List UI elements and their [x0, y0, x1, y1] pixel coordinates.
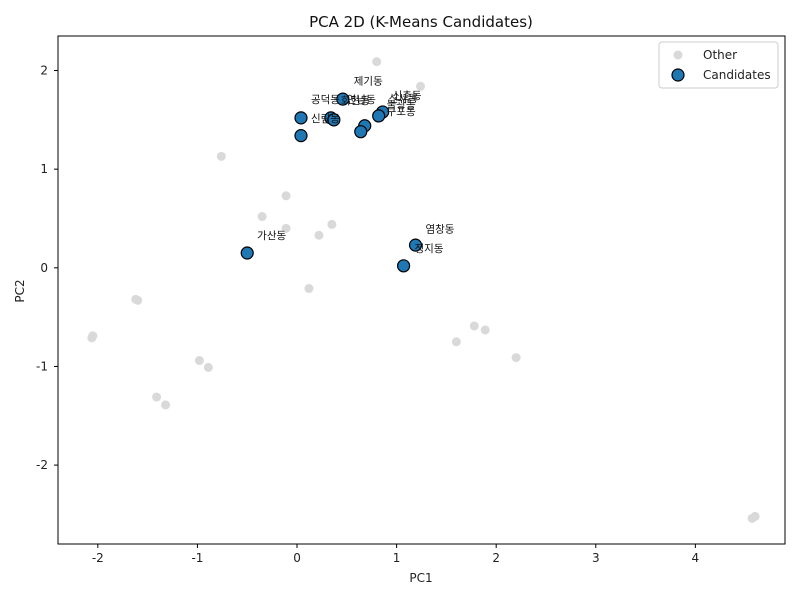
candidate-label: 구포동 — [387, 106, 416, 118]
plot-frame — [57, 35, 786, 545]
x-tick-label: 0 — [293, 551, 301, 565]
other-point — [747, 513, 757, 523]
candidate-point — [294, 111, 308, 125]
y-axis-title: PC2 — [13, 279, 27, 302]
candidate-point — [336, 92, 350, 106]
x-axis-title: PC1 — [409, 571, 432, 585]
candidate-point — [354, 125, 368, 139]
candidate-label: 회현동 — [341, 95, 370, 107]
y-tick-label: -1 — [36, 359, 48, 373]
candidate-point — [396, 259, 411, 273]
candidate-point — [408, 238, 423, 252]
x-tick-label: 1 — [393, 551, 401, 565]
other-point — [480, 325, 490, 335]
other-point — [216, 151, 226, 161]
other-point — [133, 295, 143, 305]
other-point — [416, 81, 426, 91]
y-tick-label: 0 — [40, 261, 48, 275]
candidate-point — [372, 109, 386, 123]
candidate-label: 불광동 — [387, 99, 416, 111]
x-tick-label: -2 — [92, 551, 104, 565]
candidate-point — [327, 113, 341, 127]
other-point — [281, 191, 291, 201]
other-point — [314, 230, 324, 240]
other-point — [372, 57, 382, 67]
x-tick-label: -1 — [191, 551, 203, 565]
candidate-points-group — [240, 92, 423, 273]
legend-candidates-label: Candidates — [703, 68, 771, 82]
candidate-label: 공덕동 — [311, 94, 340, 106]
other-point — [451, 337, 461, 347]
candidate-point — [294, 129, 308, 143]
other-point — [511, 353, 521, 363]
candidate-label: 신촌동 — [393, 90, 422, 102]
legend: Other Candidates — [658, 41, 779, 89]
axis-ticks: -2 -1 0 1 2 3 4 -2 -1 0 1 2 — [36, 64, 699, 565]
candidate-label: 정지동 — [415, 243, 444, 255]
x-tick-label: 2 — [492, 551, 500, 565]
other-point — [469, 321, 479, 331]
chart-title: PCA 2D (K-Means Candidates) — [309, 13, 533, 31]
other-point — [203, 362, 213, 372]
other-points-group — [87, 57, 760, 523]
legend-other-marker — [673, 50, 683, 60]
legend-candidates-marker — [671, 68, 685, 82]
other-point — [281, 223, 291, 233]
candidate-point — [240, 246, 254, 260]
x-tick-label: 3 — [592, 551, 600, 565]
other-point — [304, 284, 314, 294]
y-tick-label: -2 — [36, 458, 48, 472]
x-tick-label: 4 — [692, 551, 700, 565]
candidate-label: 가산동 — [257, 230, 286, 242]
other-point — [152, 392, 162, 402]
candidate-label: 신림동 — [311, 113, 340, 125]
other-point — [257, 212, 267, 222]
other-point — [87, 333, 97, 343]
legend-other-label: Other — [703, 48, 737, 62]
candidate-label: 제기동 — [354, 75, 383, 87]
other-point — [194, 356, 204, 366]
candidate-label: 염창동 — [425, 223, 454, 235]
candidate-label: 연남동 — [347, 94, 376, 106]
legend-box — [658, 41, 779, 89]
other-point — [161, 400, 171, 410]
y-tick-label: 1 — [40, 162, 48, 176]
candidate-label: 신사동 — [389, 93, 418, 105]
y-tick-label: 2 — [40, 64, 48, 78]
other-point — [327, 219, 337, 229]
